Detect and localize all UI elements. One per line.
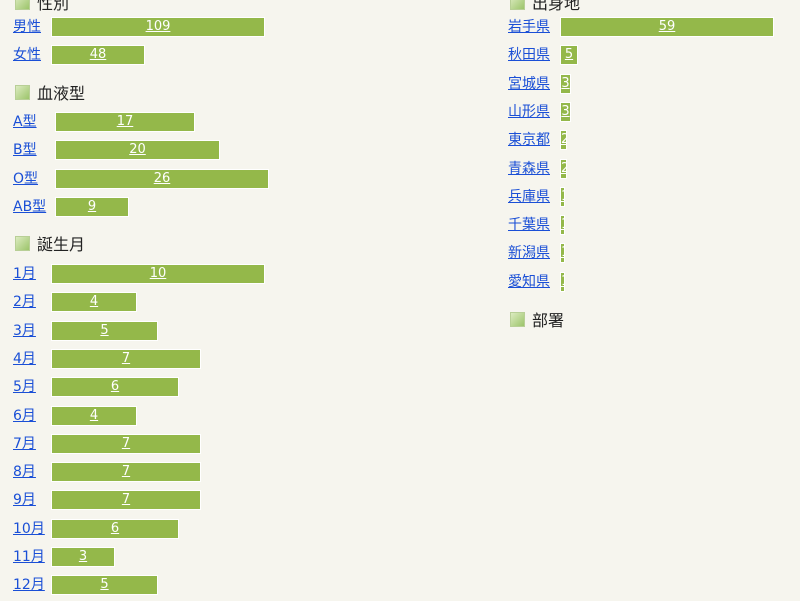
square-bullet-icon: [15, 0, 30, 10]
count-bar: 5: [560, 45, 578, 65]
category-link[interactable]: 東京都: [508, 132, 550, 148]
count-bar: 2: [560, 159, 567, 179]
count-bar: 10: [51, 264, 265, 284]
count-bar: 26: [55, 169, 269, 189]
count-bar: 17: [55, 112, 195, 132]
count-link[interactable]: 4: [89, 294, 99, 309]
category-link[interactable]: 愛知県: [508, 274, 550, 290]
count-bar: 1: [560, 243, 565, 263]
count-link[interactable]: 59: [658, 19, 676, 34]
category-link[interactable]: 新潟県: [508, 245, 550, 261]
section-heading: 血液型: [15, 82, 86, 103]
category-link[interactable]: A型: [13, 114, 37, 130]
count-link[interactable]: 5: [564, 47, 574, 62]
count-link[interactable]: 6: [110, 521, 120, 536]
count-link[interactable]: 17: [116, 114, 134, 129]
count-bar: 3: [51, 547, 115, 567]
count-link[interactable]: 2: [561, 132, 566, 147]
count-link[interactable]: 1: [561, 245, 564, 260]
section-title: 誕生月: [37, 235, 86, 254]
category-link[interactable]: 宮城県: [508, 76, 550, 92]
category-link[interactable]: 3月: [13, 323, 36, 339]
square-bullet-icon: [510, 0, 525, 10]
category-link[interactable]: 秋田県: [508, 47, 550, 63]
count-link[interactable]: 10: [149, 266, 167, 281]
category-link[interactable]: 8月: [13, 464, 36, 480]
section-heading: 出身地: [510, 0, 581, 13]
count-link[interactable]: 3: [78, 549, 88, 564]
category-link[interactable]: 4月: [13, 351, 36, 367]
category-link[interactable]: 男性: [13, 19, 41, 35]
count-bar: 5: [51, 575, 158, 595]
count-link[interactable]: 7: [121, 492, 131, 507]
category-link[interactable]: 青森県: [508, 161, 550, 177]
category-link[interactable]: 千葉県: [508, 217, 550, 233]
count-link[interactable]: 7: [121, 436, 131, 451]
category-link[interactable]: 12月: [13, 577, 45, 593]
count-link[interactable]: 1: [561, 217, 564, 232]
count-bar: 109: [51, 17, 265, 37]
section-title: 部署: [532, 311, 565, 330]
count-bar: 7: [51, 349, 201, 369]
count-link[interactable]: 1: [561, 189, 564, 204]
count-link[interactable]: 1: [561, 274, 564, 289]
category-link[interactable]: 岩手県: [508, 19, 550, 35]
count-bar: 6: [51, 519, 179, 539]
section-heading: 誕生月: [15, 233, 86, 254]
count-bar: 59: [560, 17, 774, 37]
category-link[interactable]: 6月: [13, 408, 36, 424]
section-title: 出身地: [532, 0, 581, 13]
count-link[interactable]: 26: [153, 171, 171, 186]
category-link[interactable]: 11月: [13, 549, 45, 565]
count-bar: 6: [51, 377, 179, 397]
count-bar: 3: [560, 102, 571, 122]
category-link[interactable]: 2月: [13, 294, 36, 310]
count-link[interactable]: 9: [87, 199, 97, 214]
count-bar: 1: [560, 272, 565, 292]
section-title: 性別: [37, 0, 70, 13]
count-link[interactable]: 20: [129, 142, 146, 157]
count-link[interactable]: 2: [561, 161, 566, 176]
count-link[interactable]: 7: [121, 464, 131, 479]
count-link[interactable]: 5: [100, 577, 109, 592]
category-link[interactable]: 10月: [13, 521, 45, 537]
category-link[interactable]: 5月: [13, 379, 36, 395]
count-link[interactable]: 109: [145, 19, 171, 34]
count-bar: 5: [51, 321, 158, 341]
count-link[interactable]: 7: [121, 351, 131, 366]
category-link[interactable]: AB型: [13, 199, 47, 215]
section-title: 血液型: [37, 84, 86, 103]
count-link[interactable]: 48: [89, 47, 107, 62]
count-bar: 3: [560, 74, 571, 94]
category-link[interactable]: 1月: [13, 266, 36, 282]
section-heading: 部署: [510, 309, 565, 330]
count-link[interactable]: 5: [100, 323, 109, 338]
square-bullet-icon: [15, 84, 30, 100]
category-link[interactable]: 7月: [13, 436, 36, 452]
count-bar: 9: [55, 197, 129, 217]
square-bullet-icon: [510, 311, 525, 327]
square-bullet-icon: [15, 235, 30, 251]
count-link[interactable]: 3: [561, 76, 570, 91]
category-link[interactable]: 女性: [13, 47, 41, 63]
count-bar: 2: [560, 130, 567, 150]
count-link[interactable]: 4: [89, 408, 99, 423]
count-bar: 1: [560, 215, 565, 235]
category-link[interactable]: 9月: [13, 492, 36, 508]
count-bar: 4: [51, 292, 137, 312]
category-link[interactable]: 山形県: [508, 104, 550, 120]
category-link[interactable]: 兵庫県: [508, 189, 550, 205]
count-link[interactable]: 3: [561, 104, 570, 119]
count-bar: 1: [560, 187, 565, 207]
category-link[interactable]: B型: [13, 142, 37, 158]
count-bar: 4: [51, 406, 137, 426]
count-bar: 7: [51, 462, 201, 482]
count-link[interactable]: 6: [110, 379, 120, 394]
count-bar: 7: [51, 490, 201, 510]
count-bar: 7: [51, 434, 201, 454]
section-heading: 性別: [15, 0, 70, 13]
count-bar: 48: [51, 45, 145, 65]
count-bar: 20: [55, 140, 220, 160]
category-link[interactable]: O型: [13, 171, 39, 187]
